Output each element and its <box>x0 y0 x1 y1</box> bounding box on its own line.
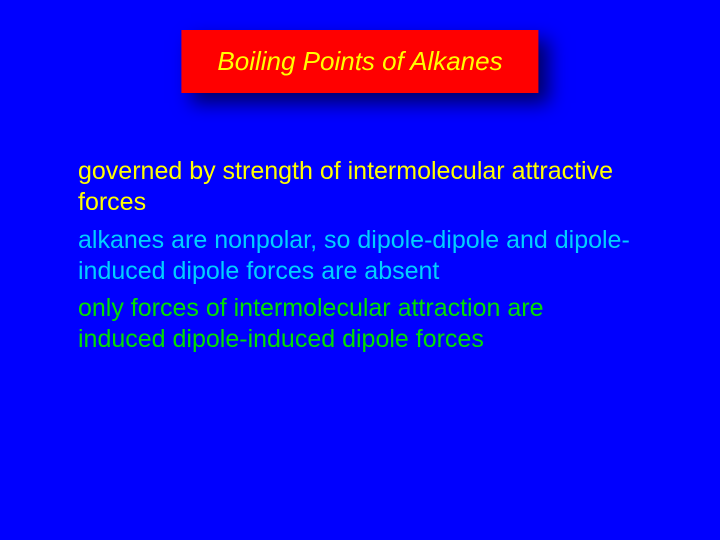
bullet-1: governed by strength of intermolecular a… <box>78 156 630 219</box>
bullet-3: only forces of intermolecular attraction… <box>78 293 630 356</box>
bullet-2: alkanes are nonpolar, so dipole-dipole a… <box>78 225 630 288</box>
slide-title: Boiling Points of Alkanes <box>217 46 502 77</box>
title-box: Boiling Points of Alkanes <box>181 30 538 93</box>
content-area: governed by strength of intermolecular a… <box>78 156 630 362</box>
